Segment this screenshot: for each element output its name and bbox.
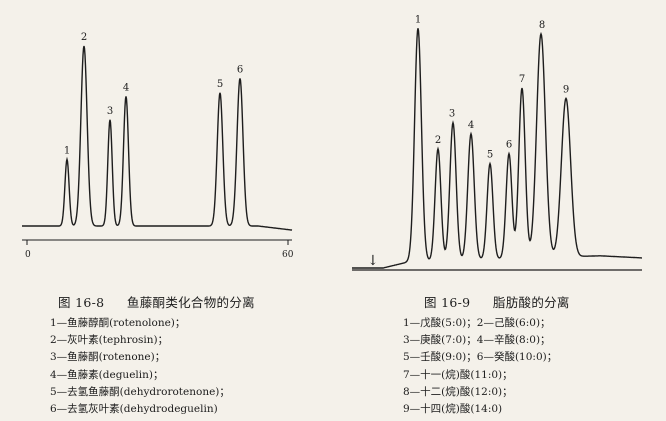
left-peak-label-2: 2 [81,32,87,43]
right-peak-label-1: 1 [415,14,421,25]
right-peak-label-8: 8 [539,20,545,31]
right-peak-label-5: 5 [487,150,493,161]
chromatogram-left: 0 60 1 2 3 4 5 6 [22,32,294,260]
legend-left-item: 2—灰叶素(tephrosin)； [50,334,169,347]
left-peak-label-1: 1 [64,145,70,156]
chromatogram-right: ↓ 1 2 3 4 5 6 7 8 9 [352,14,642,271]
right-peak-label-6: 6 [506,140,512,151]
caption-right-number: 图 16-9 [424,295,471,310]
right-peak-label-9: 9 [563,84,569,95]
trace-right [352,28,642,269]
legend-right-item: 9—十四(烷)酸(14:0) [403,403,503,416]
caption-right: 图 16-9 脂肪酸的分离 [424,292,570,311]
legend-left-item: 5—去氢鱼藤酮(dehydrorotenone)； [50,385,230,398]
legend-right-item: 8—十二(烷)酸(12:0)； [403,385,513,398]
right-peak-label-4: 4 [468,120,474,131]
caption-right-title: 脂肪酸的分离 [492,295,570,310]
legend-right-item: 5—壬酸(9:0)；6—癸酸(10:0)； [403,351,558,364]
legend-left: 1—鱼藤醇酮(rotenolone)； 2—灰叶素(tephrosin)； 3—… [50,315,230,418]
right-peak-label-3: 3 [449,109,455,120]
legend-right: 1—戊酸(5:0)；2—己酸(6:0)； 3—庚酸(7:0)；4—辛酸(8:0)… [403,315,557,418]
peak-labels-left: 1 2 3 4 5 6 [64,32,243,156]
tick-label-left-0: 0 [25,250,31,260]
injection-marker: ↓ [367,253,379,269]
legend-left-item: 6—去氢灰叶素(dehydrodeguelin) [50,403,218,416]
peak-labels-right: 1 2 3 4 5 6 7 8 9 [415,14,569,160]
caption-left-title: 鱼藤酮类化合物的分离 [126,295,255,310]
left-peak-label-3: 3 [107,106,113,117]
chromatogram-figures: 0 60 1 2 3 4 5 6 ↓ 1 2 3 4 5 6 7 8 9 [22,14,642,271]
legend-left-item: 4—鱼藤素(deguelin)； [50,368,164,381]
legend-left-item: 1—鱼藤醇酮(rotenolone)； [50,317,186,329]
legend-right-item: 3—庚酸(7:0)；4—辛酸(8:0)； [403,334,551,347]
tick-label-left-60: 60 [282,250,294,260]
legend-left-item: 3—鱼藤酮(rotenone)； [50,351,166,364]
caption-left-number: 图 16-8 [58,295,105,310]
legend-right-item: 1—戊酸(5:0)；2—己酸(6:0)； [403,317,551,329]
left-peak-label-5: 5 [217,79,223,90]
left-peak-label-4: 4 [123,82,129,93]
right-peak-label-7: 7 [519,74,525,85]
left-peak-label-6: 6 [237,64,243,75]
caption-left: 图 16-8 鱼藤酮类化合物的分离 [58,292,255,311]
legend-right-item: 7—十一(烷)酸(11:0)； [403,368,513,381]
trace-left [22,45,293,231]
right-peak-label-2: 2 [435,135,441,146]
